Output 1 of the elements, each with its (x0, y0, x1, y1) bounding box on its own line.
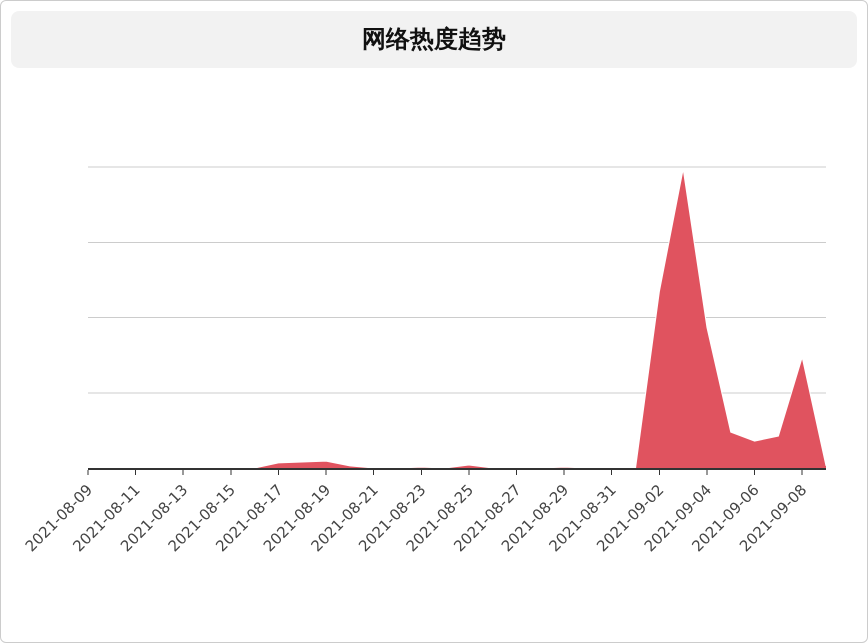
chart-title: 网络热度趋势 (11, 11, 857, 68)
